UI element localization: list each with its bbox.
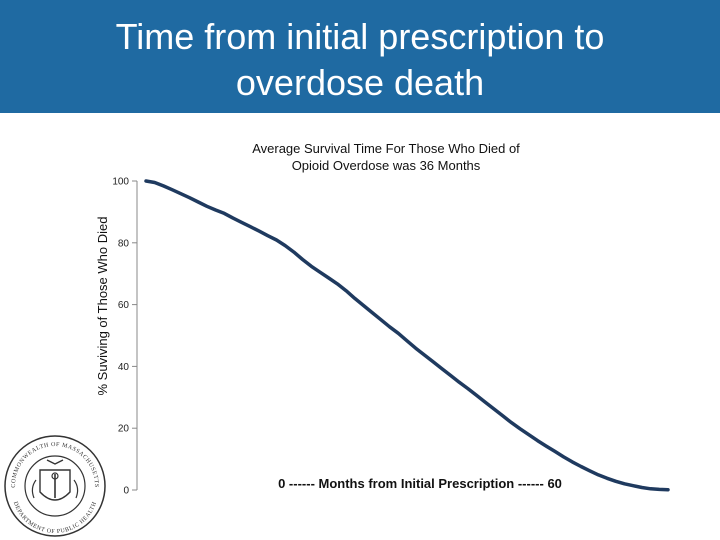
series-line-survival [144, 179, 670, 492]
massachusetts-dph-seal-icon: COMMONWEALTH OF MASSACHUSETTS DEPARTMENT… [4, 435, 106, 537]
y-tick-label: 20 [118, 424, 130, 435]
seal-text-bottom: DEPARTMENT OF PUBLIC HEALTH [12, 501, 98, 535]
y-tick-label: 60 [118, 300, 130, 311]
page-title-line2: overdose death [235, 62, 485, 103]
y-tick-label: 100 [112, 177, 129, 188]
y-ticks: 0 20 40 60 80 100 [112, 177, 137, 497]
title-band: Time from initial prescription to overdo… [0, 0, 720, 113]
page-title-line1: Time from initial prescription to [115, 16, 605, 57]
chart-subtitle-line2: Opioid Overdose was 36 Months [292, 158, 481, 173]
y-tick-label: 40 [118, 362, 130, 373]
chart-subtitle-line1: Average Survival Time For Those Who Died… [252, 141, 520, 156]
y-tick-label: 0 [123, 486, 129, 497]
y-tick-label: 80 [118, 238, 130, 249]
y-axis-label: % Suviving of Those Who Died [95, 217, 110, 396]
x-axis-label: 0 ------ Months from Initial Prescriptio… [278, 476, 562, 491]
page-title: Time from initial prescription to overdo… [40, 14, 680, 106]
